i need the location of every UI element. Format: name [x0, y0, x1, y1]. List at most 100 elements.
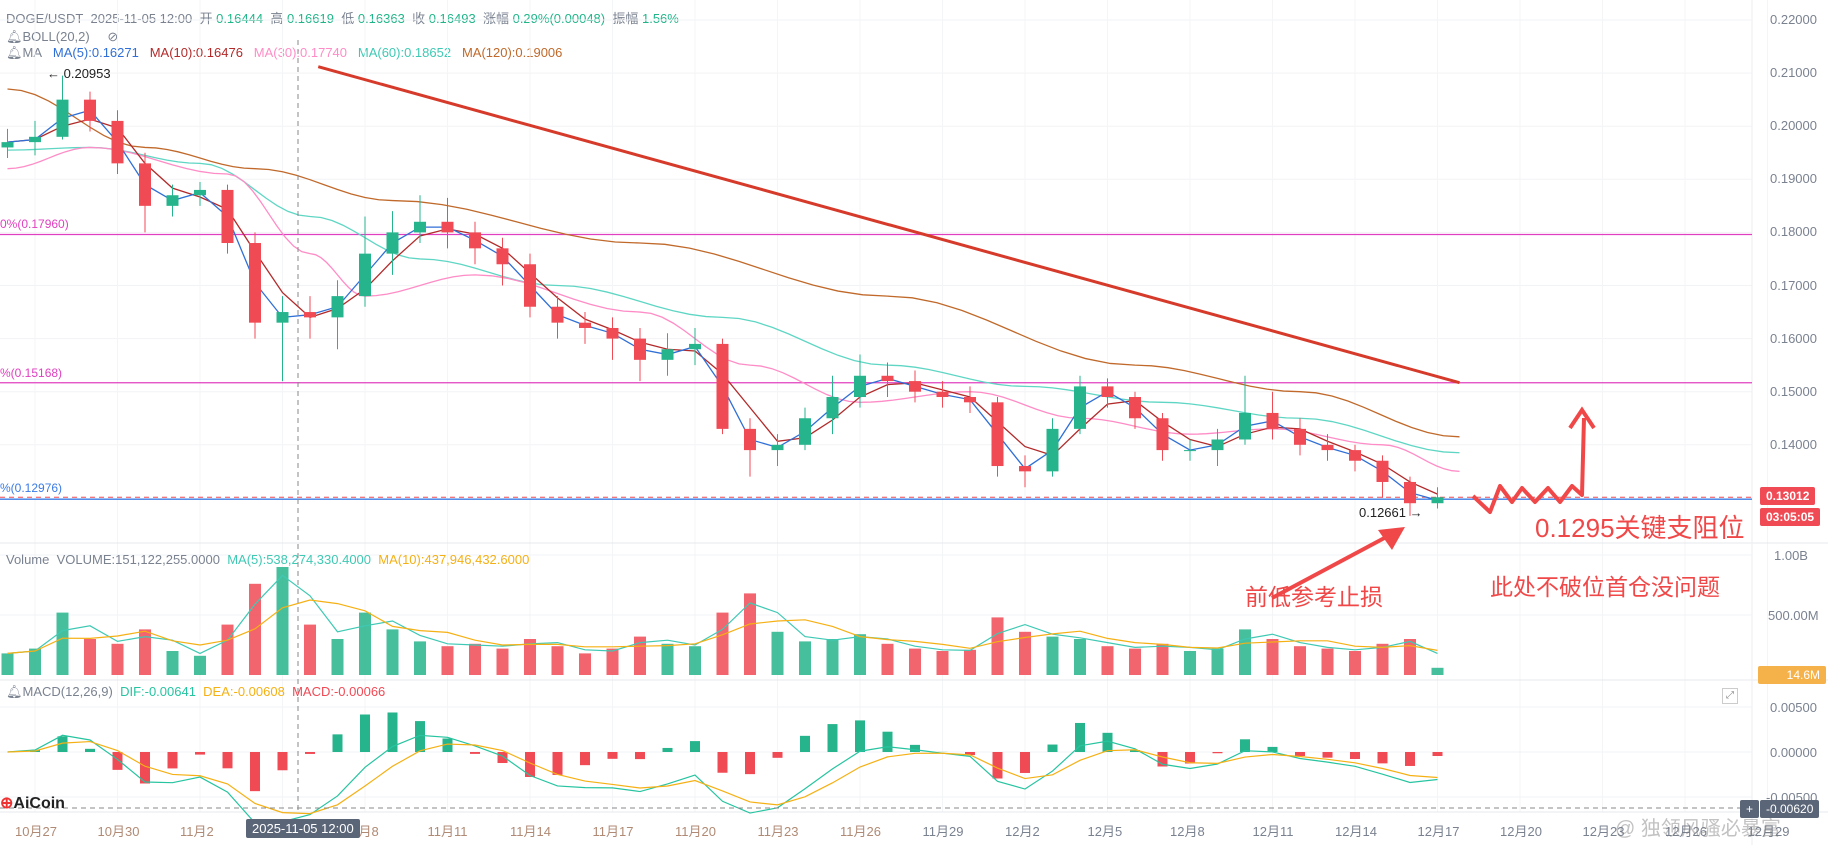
macd-histogram-bar: [1405, 752, 1415, 766]
candle-body: [991, 402, 1004, 467]
trend-line: [317, 65, 1460, 385]
bell-icon[interactable]: 🔔︎: [6, 29, 23, 44]
volume-bar: [221, 624, 234, 675]
volume-bar: [304, 624, 316, 675]
hidden-eye-icon[interactable]: ⊘: [107, 29, 119, 44]
macd-histogram-bar: [525, 752, 535, 777]
candle-body: [1239, 412, 1251, 440]
volume-bar: [29, 648, 41, 675]
time-axis-tick: 11月2: [180, 824, 214, 839]
macd-histogram-bar: [992, 752, 1003, 779]
time-axis-tick: 12月26: [1665, 824, 1707, 839]
vol-ma5-value: MA(5):538,274,330.4000: [227, 552, 372, 567]
volume-bar: [1074, 639, 1086, 675]
candle-body: [1431, 497, 1444, 504]
candle-body: [744, 428, 756, 451]
volume-bar: [1, 653, 14, 675]
volume-bar: [111, 643, 124, 675]
macd-label: MACD(12,26,9): [22, 684, 113, 699]
stop-loss-annotation: 前低参考止损: [1245, 584, 1383, 610]
watermark: @ 独领风骚必暴富: [1615, 818, 1781, 840]
volume-bar: [1321, 648, 1334, 675]
volume-bar: [276, 567, 289, 675]
macd-histogram-bar: [717, 752, 728, 773]
logo-text: AiCoin: [13, 795, 65, 812]
macd-histogram-bar: [1240, 739, 1250, 752]
candle-body: [111, 120, 124, 164]
boll-label: BOLL(20,2): [22, 29, 90, 44]
macd-histogram-bar: [442, 738, 453, 752]
volume-bar: [1129, 648, 1141, 675]
candle-body: [524, 264, 536, 307]
volume-bar: [826, 639, 839, 675]
price-axis-tick: 0.18000: [1770, 224, 1817, 240]
volume-bar: [1046, 636, 1059, 675]
candle-body: [1184, 450, 1196, 452]
candle-body: [1101, 386, 1114, 398]
candle-body: [29, 136, 41, 143]
volume-bar: [854, 634, 866, 675]
vol-ma10-value: MA(10):437,946,432.6000: [378, 552, 530, 567]
macd-histogram-bar: [195, 752, 205, 755]
dea-value: DEA:-0.00608: [203, 684, 285, 699]
volume-bar: [414, 641, 426, 675]
candle-body: [414, 221, 426, 233]
aicoin-logo: ⊕AiCoin: [0, 795, 65, 812]
candle-body: [1074, 386, 1086, 429]
macd-histogram-bar: [222, 752, 233, 769]
volume-bar: [1101, 646, 1114, 675]
candle-body: [826, 397, 839, 419]
open-label: 开: [199, 11, 213, 26]
time-axis-tick: 12月20: [1500, 824, 1542, 839]
candle-body: [1046, 428, 1059, 472]
volume-legend: Volume VOLUME:151,122,255.0000 MA(5):538…: [6, 552, 529, 567]
macd-histogram-bar: [277, 752, 288, 771]
symbol: DOGE/USDT: [6, 11, 84, 26]
macd-axis-tick: 0.00500: [1770, 700, 1817, 715]
macd-histogram-bar: [140, 752, 150, 784]
volume-value: VOLUME:151,122,255.0000: [56, 552, 220, 567]
ma-legend[interactable]: 🔔︎MA MA(5):0.16271 MA(10):0.16476 MA(30)…: [6, 45, 562, 61]
candle-body: [496, 248, 509, 265]
crosshair-plus-button[interactable]: +: [1740, 800, 1760, 818]
high-marker-value: 0.20953: [63, 66, 111, 81]
macd-histogram-bar: [1075, 722, 1085, 752]
bell-icon[interactable]: 🔔︎: [6, 45, 23, 60]
time-axis-tick: 12月29: [1747, 824, 1790, 839]
macd-histogram-bar: [497, 752, 508, 764]
candle-body: [1266, 412, 1279, 429]
time-axis-tick: 11月26: [840, 824, 881, 839]
volume-bar: [991, 617, 1004, 675]
bell-icon[interactable]: 🔔︎: [6, 684, 23, 699]
macd-histogram-bar: [85, 748, 95, 752]
macd-histogram-bar: [1130, 750, 1140, 752]
macd-value: MACD:-0.00066: [292, 684, 386, 699]
candle-body: [1404, 481, 1416, 504]
wave-path: [1471, 417, 1586, 514]
change-value: 0.29%(0.00048): [512, 11, 606, 26]
time-axis-tick: 12月17: [1417, 824, 1460, 839]
volume-bar: [799, 641, 811, 675]
volume-bar: [936, 651, 949, 675]
boll-legend[interactable]: 🔔︎BOLL(20,2) ⊘: [6, 29, 118, 45]
candle-body: [1321, 444, 1334, 451]
macd-histogram-bar: [1020, 752, 1030, 773]
volume-bar: [1431, 667, 1444, 675]
candle-body: [1019, 466, 1031, 472]
candle-body: [221, 189, 234, 244]
change-label: 涨幅: [482, 11, 509, 26]
ma10-value: MA(10):0.16476: [149, 45, 243, 60]
volume-bar: [881, 643, 894, 675]
volume-bar: [1266, 639, 1279, 675]
expand-icon[interactable]: ⤢: [1722, 688, 1738, 704]
candle-body: [579, 322, 591, 328]
ma-label: MA: [22, 45, 43, 60]
macd-histogram-bar: [305, 752, 315, 754]
volume-bar: [84, 639, 96, 675]
candle-body: [139, 163, 151, 206]
price-axis-tick: 0.20000: [1770, 118, 1817, 134]
volume-bar: [1019, 631, 1031, 675]
macd-histogram-bar: [470, 752, 480, 754]
candle-body: [56, 99, 69, 137]
